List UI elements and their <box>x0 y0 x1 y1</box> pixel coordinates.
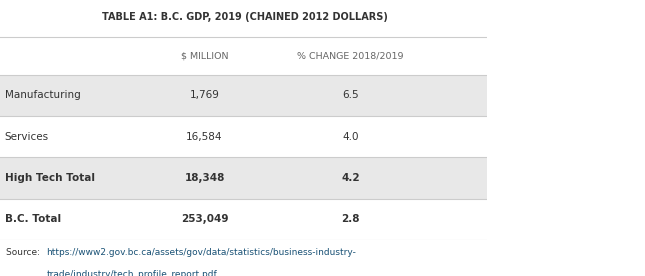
Text: 253,049: 253,049 <box>181 214 228 224</box>
Text: TABLE A1: B.C. GDP, 2019 (CHAINED 2012 DOLLARS): TABLE A1: B.C. GDP, 2019 (CHAINED 2012 D… <box>102 12 388 22</box>
Text: The service sector
is responsible for
generating the
bulk of high
technology GDP: The service sector is responsible for ge… <box>509 92 627 158</box>
Text: 2.8: 2.8 <box>341 214 360 224</box>
Text: 16,584: 16,584 <box>186 132 223 142</box>
Text: 18,348: 18,348 <box>184 173 224 183</box>
Text: trade/industry/tech_profile_report.pdf: trade/industry/tech_profile_report.pdf <box>46 270 217 276</box>
Text: Services: Services <box>5 132 49 142</box>
Text: 6.5: 6.5 <box>342 90 359 100</box>
Text: B.C. Total: B.C. Total <box>5 214 61 224</box>
Text: 4.2: 4.2 <box>341 173 360 183</box>
Text: 1,769: 1,769 <box>190 90 219 100</box>
Bar <box>0 116 487 157</box>
Text: $ MILLION: $ MILLION <box>181 51 228 60</box>
Text: 4.0: 4.0 <box>342 132 359 142</box>
Bar <box>0 157 487 199</box>
Text: High Tech Total: High Tech Total <box>5 173 95 183</box>
Text: Source:: Source: <box>6 248 43 258</box>
Text: https://www2.gov.bc.ca/assets/gov/data/statistics/business-industry-: https://www2.gov.bc.ca/assets/gov/data/s… <box>46 248 356 258</box>
Text: Manufacturing: Manufacturing <box>5 90 81 100</box>
Bar <box>0 75 487 116</box>
Text: % CHANGE 2018/2019: % CHANGE 2018/2019 <box>297 51 404 60</box>
Bar <box>0 199 487 240</box>
